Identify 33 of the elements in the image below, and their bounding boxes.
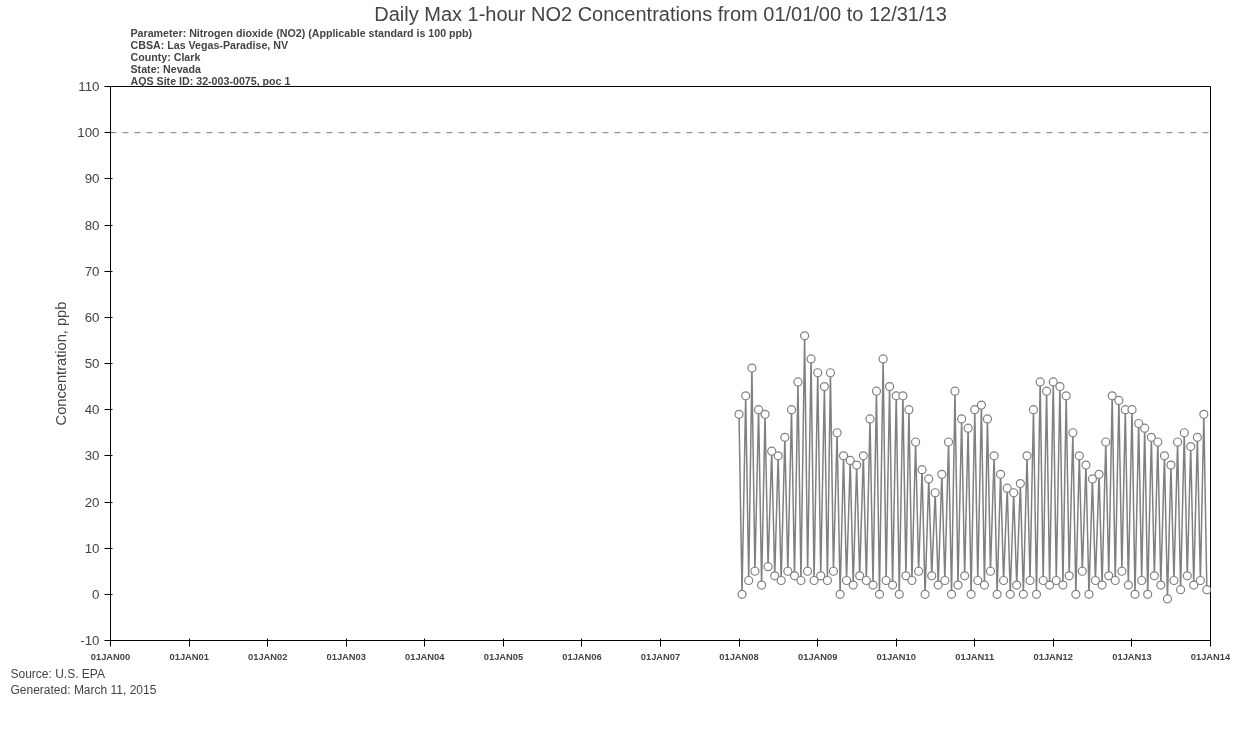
y-tick-label: 100 xyxy=(77,125,100,141)
x-tick-label: 01JAN14 xyxy=(1190,651,1232,662)
y-tick-label: 70 xyxy=(84,263,100,279)
x-tick-label: 01JAN09 xyxy=(798,651,838,662)
chart-title: Daily Max 1-hour NO2 Concentrations from 01/01/00 to 12/31/13 xyxy=(374,2,947,25)
source-note: Source: U.S. EPA xyxy=(10,666,105,681)
y-tick-label: 110 xyxy=(78,79,100,94)
y-tick-label: 40 xyxy=(84,402,100,418)
y-tick-label: 20 xyxy=(84,494,100,510)
y-tick-label: 50 xyxy=(84,356,100,371)
x-tick-label: 01JAN01 xyxy=(169,651,209,662)
x-tick-label: 01JAN11 xyxy=(955,651,995,662)
y-axis-title: Concentration, ppb xyxy=(53,301,70,426)
x-tick-label: 01JAN10 xyxy=(876,651,916,662)
x-tick-label: 01JAN13 xyxy=(1112,651,1152,662)
x-tick-label: 01JAN03 xyxy=(326,651,366,662)
text: Generated: March 11, 2015 xyxy=(10,682,157,697)
x-tick-label: 01JAN06 xyxy=(562,651,602,662)
y-tick-label: -10 xyxy=(80,633,100,648)
x-tick-label: 01JAN00 xyxy=(90,651,131,662)
y-tick-label: 10 xyxy=(84,540,100,556)
x-tick-label: 01JAN04 xyxy=(405,651,446,662)
y-tick-label: 80 xyxy=(84,217,100,233)
y-tick-label: 0 xyxy=(92,586,100,602)
y-tick-label: 60 xyxy=(84,309,100,325)
y-tick-label: 90 xyxy=(84,171,100,187)
x-tick-label: 01JAN02 xyxy=(248,651,288,662)
y-tick-label: 30 xyxy=(84,448,100,464)
chart-subtitle: Parameter: Nitrogen dioxide (NO2) (Applicable standard is 100 ppb) CBSA: Las Vegas-Paradise, NV County: Clark State: Nevada AQS Site ID: 32-003-0075, poc 1 xyxy=(130,26,473,87)
x-tick-label: 01JAN07 xyxy=(640,651,681,662)
x-tick-label: 01JAN08 xyxy=(719,651,759,662)
x-tick-label: 01JAN12 xyxy=(1033,651,1073,662)
x-tick-label: 01JAN05 xyxy=(483,651,524,662)
